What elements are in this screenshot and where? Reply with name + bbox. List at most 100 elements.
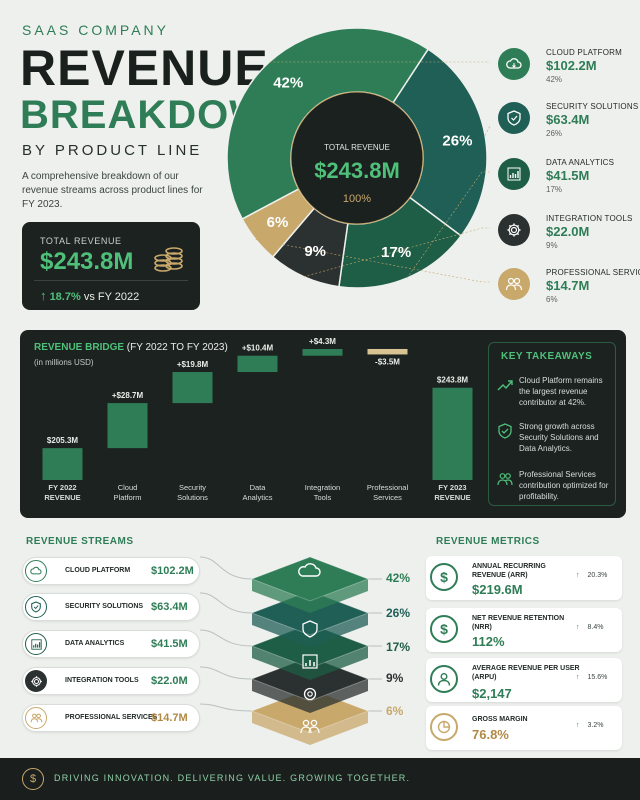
waterfall-category-label: Security <box>179 483 206 492</box>
stream-value: $22.0M <box>151 675 188 687</box>
stream-item-security-solutions: SECURITY SOLUTIONS $63.4M <box>22 593 200 621</box>
waterfall-category-label: REVENUE <box>44 493 80 502</box>
donut-slice-label: 42% <box>273 75 303 92</box>
metric-change-value: 3.2% <box>587 722 604 729</box>
metric-change-value: 20.3% <box>587 572 608 579</box>
legend-name: INTEGRATION TOOLS <box>546 214 633 223</box>
legend-value: $41.5M <box>546 168 590 183</box>
growth-line: ↑ 18.7% vs FY 2022 <box>40 288 139 303</box>
takeaway-item: Cloud Platform remains the largest reven… <box>497 375 611 411</box>
legend-item-professional-services: PROFESSIONAL SERVICES $14.7M 6% <box>498 266 640 312</box>
company-eyebrow: SAAS COMPANY <box>22 22 169 38</box>
metric-change: ↑ 3.2% <box>576 722 603 729</box>
donut-chart: TOTAL REVENUE $243.8M 100% 42% 26% 17% 9% 6% <box>226 27 490 289</box>
metrics-title: REVENUE METRICS <box>436 536 540 547</box>
bridge-title: REVENUE BRIDGE (FY 2022 TO FY 2023) <box>34 342 228 353</box>
cloud-icon <box>298 563 321 577</box>
waterfall-bar <box>172 372 213 404</box>
waterfall-category-label: Integration <box>305 483 340 492</box>
streams-title: REVENUE STREAMS <box>26 536 134 547</box>
shield-icon <box>498 102 530 134</box>
total-revenue-card: TOTAL REVENUE $243.8M ↑ 18.7% vs FY 2022 <box>22 222 200 310</box>
waterfall-bar <box>237 355 278 373</box>
arrow-up-icon: ↑ <box>40 288 47 303</box>
stream-item-integration-tools: INTEGRATION TOOLS $22.0M <box>22 667 200 695</box>
metric-change-value: 15.6% <box>587 674 608 681</box>
metric-name: GROSS MARGIN <box>472 716 528 723</box>
waterfall-category-label: Professional <box>367 483 409 492</box>
legend-item-integration-tools: INTEGRATION TOOLS $22.0M 9% <box>498 212 638 258</box>
dollar-icon: $ <box>430 615 458 643</box>
waterfall-bar <box>107 403 148 449</box>
donut-center-label: TOTAL REVENUE <box>324 143 390 152</box>
total-revenue-value: $243.8M <box>40 248 134 275</box>
stream-item-professional-services: PROFESSIONAL SERVICES $14.7M <box>22 704 200 732</box>
donut-slice-label: 17% <box>381 244 411 261</box>
stream-name: SECURITY SOLUTIONS <box>65 603 144 610</box>
metric-gross-margin: GROSS MARGIN 76.8% ↑ 3.2% <box>426 706 622 750</box>
metric-value: $2,147 <box>472 686 512 701</box>
metric-name: ANNUAL RECURRING REVENUE (ARR) <box>472 563 546 579</box>
stream-connector <box>200 592 253 614</box>
legend-pct: 42% <box>546 75 563 84</box>
legend-name: PROFESSIONAL SERVICES <box>546 268 640 277</box>
key-takeaways: KEY TAKEAWAYS Cloud Platform remains the… <box>488 342 616 506</box>
waterfall-category-label: REVENUE <box>434 493 470 502</box>
legend-name: CLOUD PLATFORM <box>546 48 622 57</box>
stream-item-data-analytics: DATA ANALYTICS $41.5M <box>22 630 200 658</box>
takeaway-item: Strong growth across Security Solutions … <box>497 421 611 457</box>
cloud-icon <box>25 560 47 582</box>
waterfall-bar <box>432 387 473 480</box>
waterfall-category-label: FY 2022 <box>48 483 76 492</box>
people-icon <box>300 719 320 734</box>
people-icon <box>497 473 513 486</box>
stream-connector <box>200 703 253 712</box>
donut-slice-label: 9% <box>304 243 326 260</box>
stream-item-cloud-platform: CLOUD PLATFORM $102.2M <box>22 557 200 585</box>
page-title-line1: REVENUE <box>20 40 269 96</box>
legend-pct: 9% <box>546 241 558 250</box>
metric-arpu: AVERAGE REVENUE PER USER (ARPU) $2,147 ↑… <box>426 658 622 702</box>
waterfall-category-label: Solutions <box>177 493 208 502</box>
donut-connector <box>303 227 490 277</box>
takeaway-text: Professional Services contribution optim… <box>519 470 609 501</box>
donut-connector <box>406 171 490 279</box>
metric-arr: $ ANNUAL RECURRING REVENUE (ARR) $219.6M… <box>426 556 622 600</box>
waterfall-value-label: -$3.5M <box>375 357 400 366</box>
donut-slice-label: 26% <box>442 132 472 149</box>
cloud-icon <box>498 48 530 80</box>
stack-pct: 17% <box>386 640 411 654</box>
legend-value: $102.2M <box>546 58 597 73</box>
waterfall-value-label: +$28.7M <box>112 391 144 400</box>
donut-center <box>290 91 424 225</box>
legend-value: $14.7M <box>546 278 590 293</box>
waterfall-category-label: Cloud <box>118 483 138 492</box>
gear-icon <box>303 687 317 701</box>
stream-name: PROFESSIONAL SERVICES <box>65 714 158 721</box>
waterfall-bar <box>42 448 83 480</box>
metric-name: NET REVENUE RETENTION (NRR) <box>472 615 565 631</box>
legend-value: $63.4M <box>546 112 590 127</box>
bridge-subtitle: (in millions USD) <box>34 358 94 367</box>
stack-pct: 26% <box>386 606 411 620</box>
arrow-up-icon: ↑ <box>576 624 580 631</box>
stream-value: $14.7M <box>151 712 188 724</box>
revenue-bridge-panel: REVENUE BRIDGE (FY 2022 TO FY 2023) (in … <box>20 330 626 518</box>
waterfall-value-label: +$4.3M <box>309 337 336 346</box>
legend-pct: 6% <box>546 295 558 304</box>
metric-nrr: $ NET REVENUE RETENTION (NRR) 112% ↑ 8.4% <box>426 608 622 652</box>
dollar-coin-icon: $ <box>22 768 44 790</box>
donut-center-value: $243.8M <box>314 158 400 183</box>
trend-up-icon <box>497 380 513 391</box>
legend-item-security-solutions: SECURITY SOLUTIONS $63.4M 26% <box>498 100 638 146</box>
waterfall-category-label: Data <box>250 483 267 492</box>
legend-name: SECURITY SOLUTIONS <box>546 102 639 111</box>
stack-pct: 9% <box>386 671 404 685</box>
metric-change: ↑ 8.4% <box>576 624 603 631</box>
waterfall-category-label: Analytics <box>242 493 272 502</box>
arrow-up-icon: ↑ <box>576 722 580 729</box>
dollar-icon: $ <box>430 563 458 591</box>
gear-icon <box>25 670 47 692</box>
stream-connector <box>200 666 253 680</box>
